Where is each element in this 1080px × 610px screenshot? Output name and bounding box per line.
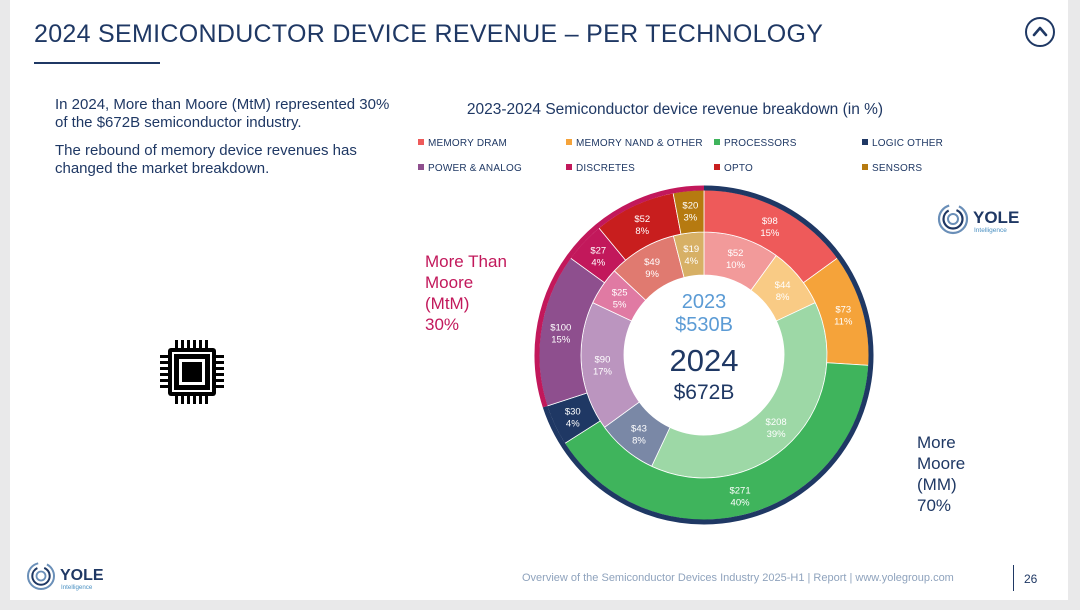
legend-item: SENSORS [862, 163, 922, 174]
legend-item: POWER & ANALOG [418, 163, 522, 174]
segment-value-label: $19 [683, 244, 699, 255]
legend-swatch [862, 164, 868, 170]
segment-value-label: $208 [766, 417, 787, 428]
legend-swatch [418, 139, 424, 145]
legend-swatch [566, 164, 572, 170]
mm-label: More Moore (MM) [917, 433, 966, 494]
segment-value-label: $100 [550, 322, 571, 333]
segment-value-label: $271 [729, 485, 750, 496]
segment-pct-label: 4% [591, 258, 605, 269]
legend-item: MEMORY NAND & OTHER [566, 138, 703, 149]
footer-logo: YOLE Intelligence [25, 560, 125, 599]
yole-logo: YOLE Intelligence [936, 202, 1036, 243]
footer-logo-sub: Intelligence [61, 584, 93, 591]
legend-swatch [566, 139, 572, 145]
yole-logo-icon: YOLE Intelligence [937, 203, 1019, 235]
legend-swatch [714, 164, 720, 170]
mtm-group-arc [534, 185, 705, 408]
segment-value-label: $30 [565, 407, 581, 418]
center-2023-total: $530B [675, 314, 733, 336]
mtm-annotation: More Than Moore (MtM) 30% [425, 251, 515, 335]
mtm-pct: 30% [425, 315, 460, 334]
logo-sub: Intelligence [974, 227, 1007, 234]
intro-text: In 2024, More than Moore (MtM) represent… [55, 96, 395, 188]
footer-text: Overview of the Semiconductor Devices In… [522, 572, 954, 584]
page-number: 26 [1024, 572, 1038, 586]
segment-pct-label: 17% [593, 367, 613, 378]
segment-value-label: $73 [835, 305, 851, 316]
mm-annotation: More Moore (MM) 70% [917, 432, 1007, 516]
segment-pct-label: 8% [776, 292, 790, 303]
mtm-label: More Than Moore (MtM) [425, 252, 507, 313]
segment-pct-label: 15% [760, 228, 780, 239]
legend-swatch [862, 139, 868, 145]
segment-pct-label: 8% [635, 226, 649, 237]
segment-value-label: $25 [612, 288, 628, 299]
scroll-top-button[interactable] [1025, 17, 1055, 47]
legend-item: MEMORY DRAM [418, 138, 507, 149]
title-underline [34, 62, 160, 64]
segment-pct-label: 4% [566, 419, 580, 430]
segment-pct-label: 9% [645, 269, 659, 280]
segment-value-label: $52 [634, 214, 650, 225]
yole-footer-logo-icon: YOLE Intelligence [27, 562, 104, 591]
legend-item: PROCESSORS [714, 138, 797, 149]
segment-pct-label: 4% [684, 256, 698, 267]
segment-pct-label: 10% [726, 260, 746, 271]
segment-value-label: $49 [644, 257, 660, 268]
center-2023-year: 2023 [682, 291, 727, 313]
intro-paragraph-1: In 2024, More than Moore (MtM) represent… [55, 96, 390, 131]
legend-item: OPTO [714, 163, 753, 174]
segment-value-label: $43 [631, 424, 647, 435]
segment-value-label: $90 [595, 355, 611, 366]
segment-value-label: $98 [762, 216, 778, 227]
logo-name: YOLE [973, 208, 1019, 227]
footer-divider [1013, 565, 1014, 591]
segment-pct-label: 39% [767, 429, 787, 440]
mm-group-arc [542, 185, 874, 525]
chip-icon [160, 340, 224, 404]
segment-value-label: $20 [682, 201, 698, 212]
donut-chart: $5210%$448%$20839%$438%$9017%$255%$499%$… [534, 185, 874, 525]
segment-pct-label: 40% [731, 497, 751, 508]
segment-pct-label: 11% [834, 317, 853, 328]
center-2024-year: 2024 [670, 343, 739, 378]
segment-pct-label: 5% [613, 300, 627, 311]
legend-item: DISCRETES [566, 163, 635, 174]
segment-pct-label: 3% [683, 213, 697, 224]
center-2024-total: $672B [674, 381, 735, 404]
page-title: 2024 SEMICONDUCTOR DEVICE REVENUE – PER … [34, 20, 824, 48]
slide: 2024 SEMICONDUCTOR DEVICE REVENUE – PER … [10, 0, 1068, 600]
legend-item: LOGIC OTHER [862, 138, 943, 149]
mm-pct: 70% [917, 496, 952, 515]
legend-swatch [714, 139, 720, 145]
chart-title: 2023-2024 Semiconductor device revenue b… [466, 101, 884, 118]
segment-pct-label: 8% [632, 436, 646, 447]
legend-swatch [418, 164, 424, 170]
segment-value-label: $52 [728, 248, 744, 259]
segment-pct-label: 15% [551, 334, 571, 345]
segment-value-label: $27 [590, 246, 606, 257]
intro-paragraph-2: The rebound of memory device revenues ha… [55, 142, 357, 177]
chevron-up-icon [1032, 26, 1048, 37]
segment-value-label: $44 [775, 280, 791, 291]
footer-logo-name: YOLE [60, 567, 104, 584]
